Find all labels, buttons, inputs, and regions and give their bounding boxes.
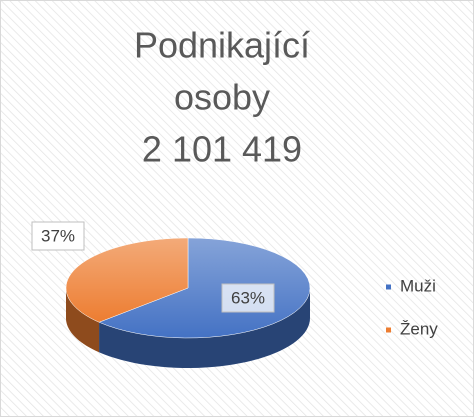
slice-shine [66, 238, 188, 323]
chart-title: Podnikající [134, 25, 310, 66]
data-label: 37% [41, 226, 75, 245]
legend-label: Ženy [400, 319, 438, 338]
data-label-box [31, 221, 85, 251]
chart-title: 2 101 419 [142, 129, 302, 170]
slice-side [99, 288, 310, 368]
data-label-box [221, 283, 275, 313]
data-label: 63% [231, 288, 265, 307]
slice-shine [99, 238, 310, 338]
slice-side-shade [99, 288, 310, 368]
legend-label: Muži [400, 276, 436, 295]
legend-swatch [386, 284, 391, 290]
chart-title: osoby [174, 77, 270, 118]
slice-side-shade [66, 288, 100, 353]
slice-side [66, 288, 100, 353]
legend-swatch [386, 327, 391, 333]
